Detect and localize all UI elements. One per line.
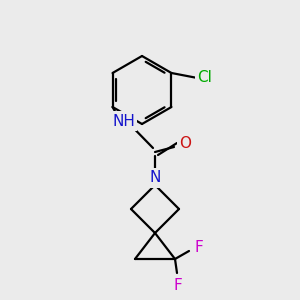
Text: O: O bbox=[179, 136, 191, 151]
Text: N: N bbox=[149, 170, 161, 185]
Text: Cl: Cl bbox=[197, 70, 212, 86]
Text: F: F bbox=[195, 239, 203, 254]
Text: F: F bbox=[174, 278, 182, 292]
Text: NH: NH bbox=[112, 113, 135, 128]
